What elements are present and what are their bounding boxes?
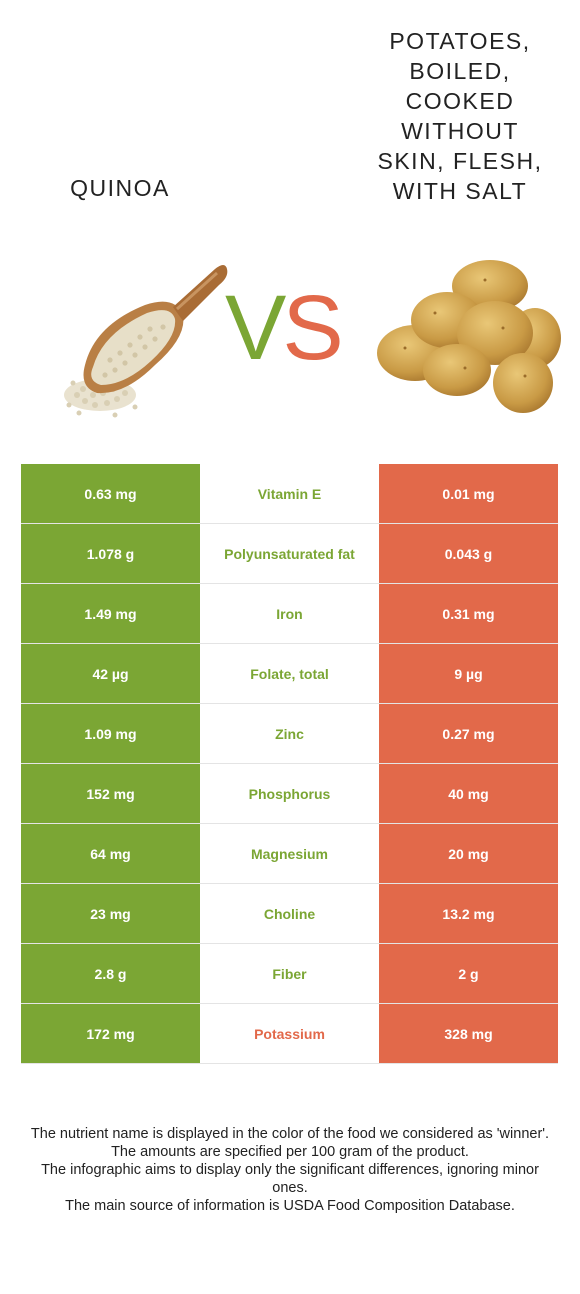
right-value: 2 g xyxy=(379,943,558,1004)
right-value: 0.27 mg xyxy=(379,703,558,764)
right-value: 0.043 g xyxy=(379,523,558,584)
right-value: 13.2 mg xyxy=(379,883,558,944)
left-value: 1.49 mg xyxy=(21,583,200,644)
table-row: 64 mg Magnesium 20 mg xyxy=(21,823,558,884)
nutrient-name: Fiber xyxy=(200,943,379,1004)
table-row: 1.09 mg Zinc 0.27 mg xyxy=(21,703,558,764)
right-value: 40 mg xyxy=(379,763,558,824)
left-value: 0.63 mg xyxy=(21,464,200,524)
nutrient-name: Folate, total xyxy=(200,643,379,704)
left-food-title: Quinoa xyxy=(70,175,170,201)
left-value: 2.8 g xyxy=(21,943,200,1004)
right-value: 20 mg xyxy=(379,823,558,884)
left-value: 1.078 g xyxy=(21,523,200,584)
nutrient-name: Vitamin E xyxy=(200,464,379,524)
left-value: 1.09 mg xyxy=(21,703,200,764)
nutrient-table: 0.63 mg Vitamin E 0.01 mg 1.078 g Polyunsatu… xyxy=(21,464,558,1064)
right-value: 0.31 mg xyxy=(379,583,558,644)
versus-label: VS xyxy=(225,282,344,374)
table-row: 42 µg Folate, total 9 µg xyxy=(21,643,558,704)
table-row: 172 mg Potassium 328 mg xyxy=(21,1003,558,1064)
left-value: 152 mg xyxy=(21,763,200,824)
footer-line-2: The amounts are specified per 100 gram o… xyxy=(111,1144,469,1160)
table-row: 23 mg Choline 13.2 mg xyxy=(21,883,558,944)
nutrient-name: Choline xyxy=(200,883,379,944)
table-row: 152 mg Phosphorus 40 mg xyxy=(21,763,558,824)
nutrient-name: Zinc xyxy=(200,703,379,764)
nutrient-name: Iron xyxy=(200,583,379,644)
potato-image xyxy=(375,258,565,418)
left-value: 23 mg xyxy=(21,883,200,944)
quinoa-image xyxy=(55,255,230,430)
nutrient-name: Phosphorus xyxy=(200,763,379,824)
left-value: 172 mg xyxy=(21,1003,200,1064)
table-row: 1.078 g Polyunsaturated fat 0.043 g xyxy=(21,523,558,584)
left-value: 42 µg xyxy=(21,643,200,704)
nutrient-name: Potassium xyxy=(200,1003,379,1064)
versus-s: S xyxy=(282,277,343,379)
table-row: 2.8 g Fiber 2 g xyxy=(21,943,558,1004)
versus-v: V xyxy=(225,277,286,379)
right-value: 328 mg xyxy=(379,1003,558,1064)
nutrient-name: Magnesium xyxy=(200,823,379,884)
footer-notes: The nutrient name is displayed in the co… xyxy=(30,1125,550,1215)
right-value: 9 µg xyxy=(379,643,558,704)
left-value: 64 mg xyxy=(21,823,200,884)
right-food-title: Potatoes, boiled, cooked without skin, f… xyxy=(377,28,543,204)
footer-line-4: The main source of information is USDA F… xyxy=(65,1198,515,1214)
nutrient-name: Polyunsaturated fat xyxy=(200,523,379,584)
table-row: 0.63 mg Vitamin E 0.01 mg xyxy=(21,464,558,524)
right-value: 0.01 mg xyxy=(379,464,558,524)
footer-line-3: The infographic aims to display only the… xyxy=(41,1162,539,1196)
footer-line-1: The nutrient name is displayed in the co… xyxy=(30,1126,550,1142)
table-row: 1.49 mg Iron 0.31 mg xyxy=(21,583,558,644)
